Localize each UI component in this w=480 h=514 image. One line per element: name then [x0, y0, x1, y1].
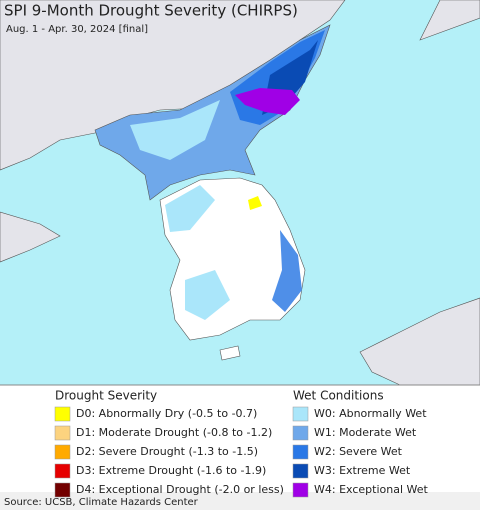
legend-label: W1: Moderate Wet: [314, 426, 417, 439]
wet-patch: [272, 230, 302, 312]
legend-swatch: [54, 482, 71, 498]
wet-patch: [130, 100, 220, 160]
legend-swatch: [292, 463, 309, 479]
subtitle: Aug. 1 - Apr. 30, 2024 [final]: [6, 24, 148, 35]
legend-title: Wet Conditions: [293, 389, 384, 403]
land-japan: [359, 297, 480, 386]
legend-swatch: [292, 406, 309, 422]
legend-label: W2: Severe Wet: [314, 445, 403, 458]
legend-swatch: [292, 444, 309, 460]
dry-patch: [248, 196, 262, 210]
legend-swatch: [54, 463, 71, 479]
wet-patch: [185, 270, 230, 320]
legend-swatch: [292, 425, 309, 441]
legend-title: Drought Severity: [55, 389, 157, 403]
title: SPI 9-Month Drought Severity (CHIRPS): [4, 2, 298, 20]
land-west: [0, 211, 61, 263]
legend-swatch: [54, 406, 71, 422]
legend-label: W4: Exceptional Wet: [314, 483, 429, 496]
land-north: [0, 0, 346, 171]
legend-label: D0: Abnormally Dry (-0.5 to -0.7): [76, 407, 257, 420]
legend-swatch: [54, 425, 71, 441]
legend-swatch: [54, 444, 71, 460]
legend-label: D3: Extreme Drought (-1.6 to -1.9): [76, 464, 266, 477]
legend-swatch: [292, 482, 309, 498]
footer: [0, 492, 480, 510]
legend-label: W0: Abnormally Wet: [314, 407, 427, 420]
legend-label: D1: Moderate Drought (-0.8 to -1.2): [76, 426, 272, 439]
land-russia: [419, 0, 480, 41]
jeju: [219, 345, 241, 361]
legend-label: D4: Exceptional Drought (-2.0 or less): [76, 483, 284, 496]
wet-patch: [165, 185, 215, 232]
legend-label: D2: Severe Drought (-1.3 to -1.5): [76, 445, 258, 458]
legend-label: W3: Extreme Wet: [314, 464, 411, 477]
source: Source: UCSB, Climate Hazards Center: [4, 497, 199, 508]
wet-patch: [235, 88, 300, 115]
